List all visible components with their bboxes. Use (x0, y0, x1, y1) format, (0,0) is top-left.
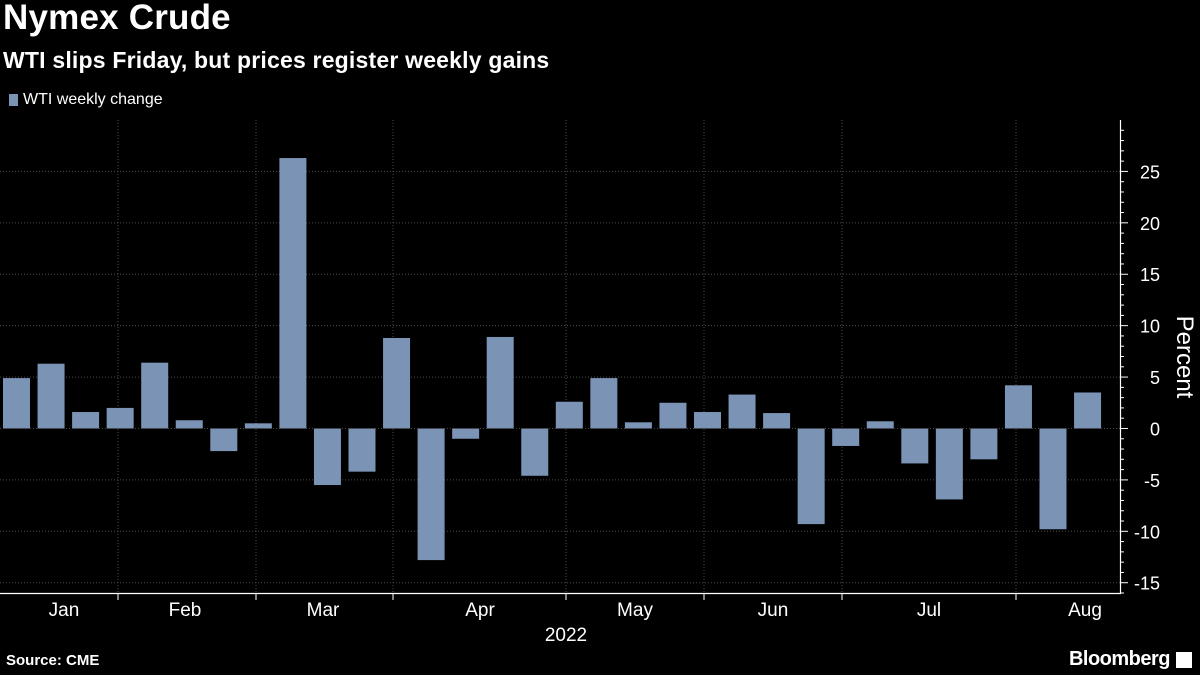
y-tick-label: -5 (1144, 471, 1160, 491)
bar (624, 422, 652, 429)
bar (313, 428, 341, 486)
chart-subtitle: WTI slips Friday, but prices register we… (3, 47, 550, 73)
legend: WTI weekly change (9, 91, 163, 109)
chart-title: Nymex Crude (3, 0, 231, 37)
y-axis-title: Percent (1171, 316, 1198, 399)
bar (763, 413, 791, 429)
bar (141, 362, 169, 429)
bar (452, 428, 480, 439)
bar (417, 428, 445, 561)
bar (279, 158, 307, 429)
y-tick-label: -10 (1134, 522, 1160, 542)
bar (106, 407, 134, 429)
bar (659, 402, 687, 429)
bar (348, 428, 376, 472)
bar (37, 363, 65, 429)
x-tick-label: Feb (169, 600, 202, 621)
bar (175, 420, 203, 429)
bar (521, 428, 549, 476)
bar (555, 401, 583, 429)
y-tick-label: 10 (1140, 317, 1160, 337)
x-tick-label: Jun (758, 600, 789, 621)
y-tick-label: 5 (1150, 368, 1160, 388)
brand-name: Bloomberg (1068, 648, 1171, 670)
legend-swatch (9, 94, 18, 106)
bar (1039, 428, 1067, 530)
x-axis-year-label: 2022 (545, 625, 587, 646)
y-tick-label: 20 (1140, 214, 1160, 234)
x-tick-label: Aug (1068, 600, 1102, 621)
x-tick-label: Jul (917, 600, 941, 621)
y-tick-label: -15 (1134, 574, 1160, 594)
bar (866, 421, 894, 429)
bar (901, 428, 929, 464)
bar (590, 378, 618, 429)
bar (935, 428, 963, 500)
source-note: Source: CME (6, 652, 100, 669)
bar (383, 337, 411, 429)
y-tick-label: 0 (1150, 419, 1160, 439)
x-tick-label: Apr (465, 600, 495, 621)
x-tick-label: Mar (307, 600, 340, 621)
bar (486, 336, 514, 429)
x-tick-label: May (617, 600, 653, 621)
brand-logo: Bloomberg (1069, 648, 1192, 671)
bar (3, 378, 30, 429)
y-tick-label: 25 (1140, 162, 1160, 182)
bar (694, 412, 721, 429)
legend-label: WTI weekly change (23, 91, 163, 108)
bar (244, 423, 272, 429)
bar (832, 428, 860, 446)
bar (728, 394, 756, 429)
x-tick-label: Jan (49, 600, 80, 621)
bar (1004, 385, 1032, 429)
bloomberg-chart-icon (1176, 651, 1192, 668)
bar (72, 412, 100, 429)
bar (210, 428, 238, 452)
y-tick-label: 15 (1140, 265, 1160, 285)
bar (1074, 392, 1102, 429)
bar (797, 428, 825, 525)
bar (970, 428, 998, 460)
